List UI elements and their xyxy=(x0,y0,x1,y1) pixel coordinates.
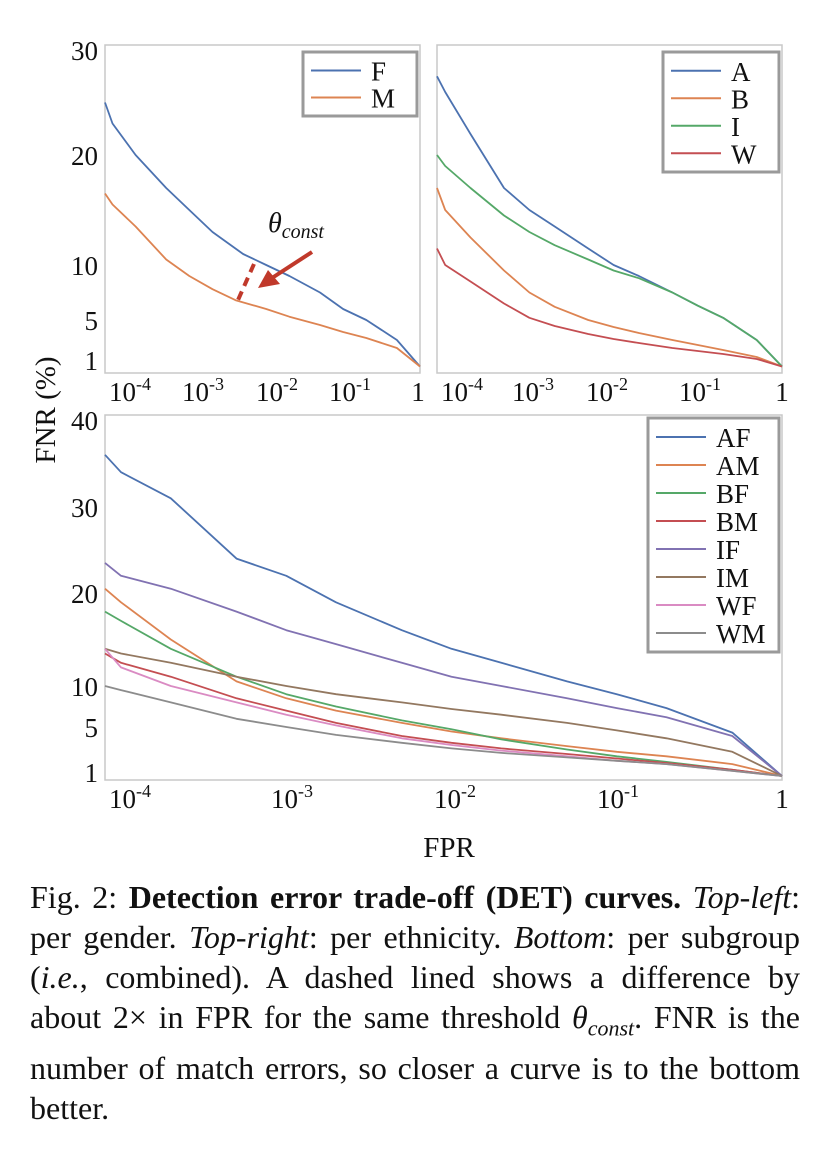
legend-label-M: M xyxy=(371,84,395,114)
x-tick-label: 1 xyxy=(775,784,789,814)
legend-label-WF: WF xyxy=(716,591,757,621)
caption-top-right-label: Top-right xyxy=(189,919,309,955)
theta-label: θconst xyxy=(268,208,324,243)
y-tick-label: 10 xyxy=(71,672,98,702)
legend-label-I: I xyxy=(731,112,740,142)
series-line-B xyxy=(436,187,783,368)
series-line-BF xyxy=(104,610,783,777)
caption-top-right-text: : per ethnicity. xyxy=(308,919,514,955)
series-line-IM xyxy=(104,647,783,777)
legend-box xyxy=(301,50,419,118)
y-tick-label: 30 xyxy=(71,493,98,523)
theta-annotation: θconst xyxy=(236,208,324,301)
plot-frame xyxy=(104,414,783,781)
series-line-BM xyxy=(104,652,783,777)
caption-theta: θ xyxy=(571,999,588,1035)
x-tick-label: 10-2 xyxy=(586,374,628,407)
x-tick-label: 10-3 xyxy=(512,374,554,407)
legend: FM xyxy=(301,50,419,118)
x-tick-label: 10-3 xyxy=(271,781,313,814)
legend-label-WM: WM xyxy=(716,619,766,649)
y-tick-label: 5 xyxy=(85,306,99,336)
plot-frame xyxy=(104,44,421,374)
x-tick-label: 10-1 xyxy=(679,374,721,407)
x-tick-label: 10-2 xyxy=(256,374,298,407)
series-line-W xyxy=(436,248,783,368)
y-axis-label: FNR (%) xyxy=(30,356,62,463)
legend-label-AM: AM xyxy=(716,451,760,481)
caption-fig-label: Fig. 2: xyxy=(30,879,129,915)
y-tick-label: 1 xyxy=(85,758,99,788)
y-tick-label: 10 xyxy=(71,251,98,281)
x-tick-label: 10-4 xyxy=(441,374,483,407)
y-tick-label: 1 xyxy=(85,346,99,376)
caption-rest: . FNR is the number of match errors, so … xyxy=(30,999,801,1127)
caption-top-left-label: Top-left xyxy=(692,879,792,915)
series-line-AM xyxy=(104,588,783,777)
panel-top-left: 1 5 10 20 30 10-4 10-3 10-2 10-1 1 FM xyxy=(71,36,425,407)
legend-label-IF: IF xyxy=(716,535,740,565)
series-line-WM xyxy=(104,685,783,777)
legend-label-AF: AF xyxy=(716,423,751,453)
y-tick-label: 5 xyxy=(85,713,99,743)
y-tick-label: 30 xyxy=(71,36,98,66)
annotation-arrowhead xyxy=(258,270,280,288)
caption-bottom-text: : per subgroup ( xyxy=(30,919,801,995)
legend-label-IM: IM xyxy=(716,563,749,593)
legend-label-F: F xyxy=(371,57,386,87)
legend-label-A: A xyxy=(731,57,751,87)
legend-label-BM: BM xyxy=(716,507,758,537)
legend-label-BF: BF xyxy=(716,479,749,509)
x-tick-label: 10-4 xyxy=(109,374,151,407)
legend-box xyxy=(646,416,781,654)
x-tick-label: 10-1 xyxy=(329,374,371,407)
x-tick-label: 1 xyxy=(411,377,425,407)
y-tick-label: 20 xyxy=(71,141,98,171)
x-axis-label: FPR xyxy=(423,832,475,864)
legend-label-W: W xyxy=(731,139,757,169)
caption-theta-sub: const xyxy=(587,1015,635,1041)
annotation-arrow-line xyxy=(270,250,314,280)
series-line-AF xyxy=(104,454,783,777)
series-line-M xyxy=(104,192,421,368)
caption-bottom-label: Bottom xyxy=(513,919,607,955)
dashed-threshold-line xyxy=(236,263,256,301)
x-tick-label: 10-3 xyxy=(182,374,224,407)
x-tick-label: 10-4 xyxy=(109,781,151,814)
x-tick-label: 10-2 xyxy=(434,781,476,814)
series-line-IF xyxy=(104,562,783,777)
series-line-I xyxy=(436,154,783,368)
y-tick-label: 40 xyxy=(71,406,98,436)
caption-top-left-text: : per gender. xyxy=(30,879,801,955)
caption-bottom-text-2: , combined). A dashed lined shows a diff… xyxy=(30,959,800,1035)
series-line-F xyxy=(104,102,421,368)
plot-frame xyxy=(436,44,783,374)
x-tick-label: 10-1 xyxy=(597,781,639,814)
caption-ie: i.e. xyxy=(40,959,80,995)
y-tick-label: 20 xyxy=(71,579,98,609)
legend-box xyxy=(661,50,781,174)
figure-caption: Fig. 2: Detection error trade-off (DET) … xyxy=(30,877,800,1128)
legend-label-B: B xyxy=(731,84,749,114)
x-tick-label: 1 xyxy=(775,377,789,407)
caption-title: Detection error trade-off (DET) curves. xyxy=(128,879,682,915)
